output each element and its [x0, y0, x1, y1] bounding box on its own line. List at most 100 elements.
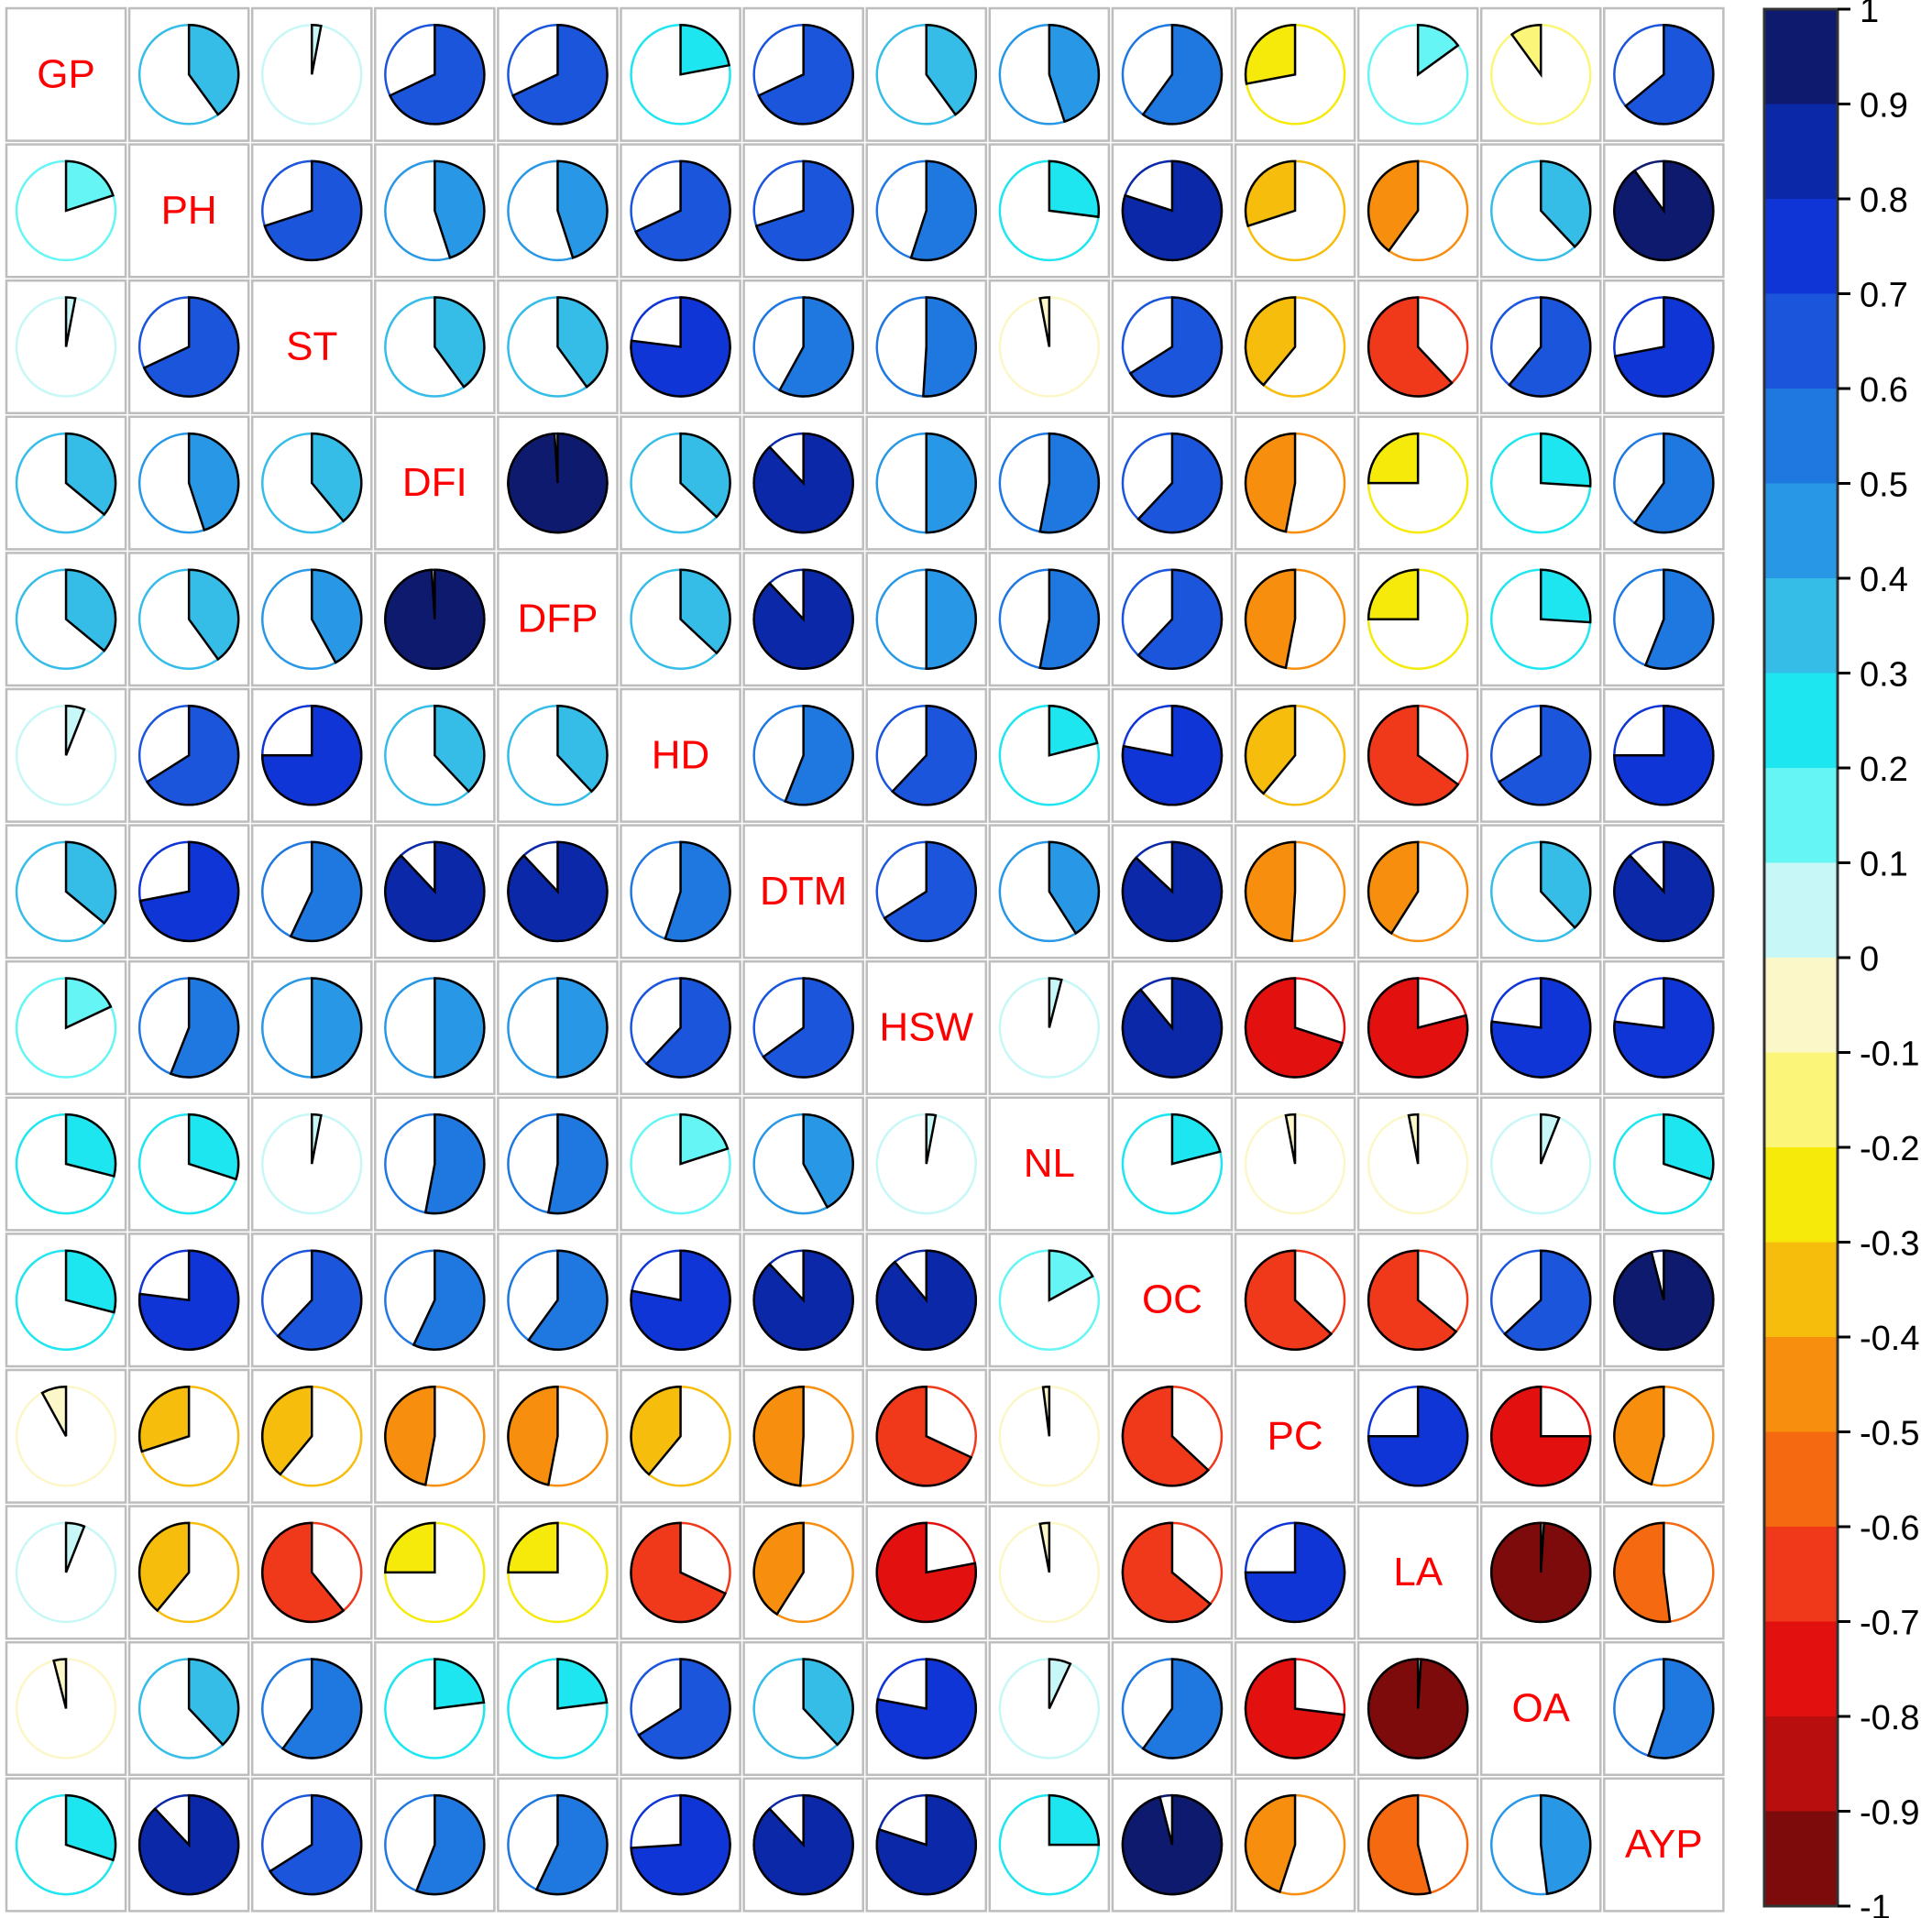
- pie-wedge: [1136, 568, 1224, 670]
- cell-ST-ST: ST: [250, 279, 373, 415]
- pie-wedge: [384, 1386, 436, 1486]
- cell-OC-DFP: [497, 1233, 619, 1368]
- cell-OC-HD: [620, 1233, 741, 1368]
- cell-GP-ST: [250, 6, 373, 142]
- pie-wedge: [630, 296, 731, 398]
- cell-OC-NL: [988, 1233, 1111, 1368]
- cell-PH-PH: PH: [127, 143, 250, 279]
- pie-wedge: [802, 1112, 854, 1210]
- cell-PC-AYP: [1603, 1368, 1725, 1504]
- cell-PC-GP: [5, 1368, 127, 1504]
- colorbar-segment: [1764, 1242, 1838, 1338]
- pie-wedge: [1613, 296, 1715, 398]
- pie-wedge: [679, 432, 731, 519]
- cell-GP-LA: [1356, 6, 1479, 142]
- cell-HD-GP: [5, 687, 127, 823]
- colorbar-tick-label: 1: [1860, 0, 1879, 30]
- cell-OA-DTM: [742, 1640, 864, 1777]
- cell-DFI-AYP: [1603, 415, 1725, 551]
- pie-wedge: [414, 1793, 486, 1896]
- pie-wedge: [909, 159, 977, 262]
- variable-label-DTM: DTM: [760, 869, 847, 914]
- cell-LA-HSW: [865, 1505, 988, 1640]
- pie-wedge: [875, 1249, 977, 1351]
- cell-OA-NL: [988, 1640, 1111, 1777]
- pie-wedge: [137, 1249, 240, 1351]
- cell-DTM-LA: [1356, 824, 1479, 959]
- pie-wedge: [64, 568, 117, 652]
- cell-frame: [1479, 1640, 1602, 1777]
- pie-wedge: [507, 432, 609, 534]
- pie-wedge: [1048, 24, 1101, 124]
- cell-HSW-DFI: [374, 959, 496, 1096]
- pie-wedge: [64, 705, 86, 756]
- pie-wedge: [1367, 1249, 1458, 1351]
- pie-wedge: [268, 1793, 363, 1896]
- pie-wedge: [679, 568, 731, 655]
- cell-AYP-ST: [250, 1777, 373, 1913]
- variable-label-OC: OC: [1142, 1277, 1202, 1322]
- cell-DTM-PC: [1234, 824, 1356, 959]
- cell-AYP-AYP: AYP: [1603, 1777, 1725, 1913]
- pie-wedge: [875, 1521, 977, 1624]
- pie-wedge: [777, 296, 854, 398]
- pie-wedge: [556, 296, 609, 389]
- pie-wedge: [1643, 568, 1715, 670]
- cell-PH-OA: [1479, 143, 1602, 279]
- colorbar-segment: [1764, 104, 1838, 200]
- cell-HSW-HSW: HSW: [865, 959, 988, 1096]
- pie-wedge: [556, 1658, 609, 1710]
- cell-frame: [988, 1096, 1111, 1232]
- cell-ST-HD: [620, 279, 741, 415]
- pie-wedge: [1613, 159, 1715, 262]
- pie-wedge: [1244, 296, 1297, 387]
- cell-DFP-DFP: DFP: [497, 552, 619, 687]
- cell-NL-PH: [127, 1096, 250, 1232]
- pie-wedge: [644, 977, 731, 1079]
- pie-wedge: [1048, 977, 1063, 1028]
- pie-wedge: [1121, 977, 1224, 1079]
- cell-HSW-AYP: [1603, 959, 1725, 1096]
- cell-NL-LA: [1356, 1096, 1479, 1232]
- pie-wedge: [1128, 296, 1224, 398]
- pie-wedge: [1367, 840, 1420, 936]
- pie-wedge: [434, 1658, 486, 1710]
- cell-OC-HSW: [865, 1233, 988, 1368]
- cell-DTM-HSW: [865, 824, 988, 959]
- variable-label-DFP: DFP: [517, 597, 598, 641]
- cell-NL-ST: [250, 1096, 373, 1232]
- cell-PH-DFI: [374, 143, 496, 279]
- cell-HSW-OA: [1479, 959, 1602, 1096]
- pie-wedge: [187, 432, 240, 532]
- cell-PH-ST: [250, 143, 373, 279]
- cell-HD-NL: [988, 687, 1111, 823]
- cell-LA-GP: [5, 1505, 127, 1640]
- pie-wedge: [52, 1658, 68, 1709]
- variable-label-LA: LA: [1393, 1550, 1443, 1595]
- pie-wedge: [1121, 159, 1224, 262]
- pie-wedge: [1038, 568, 1101, 670]
- pie-wedge: [1121, 840, 1224, 943]
- colorbar-tick-label: 0.8: [1860, 181, 1908, 220]
- cell-frame: [1356, 1505, 1479, 1640]
- cell-PC-ST: [250, 1368, 373, 1504]
- pie-wedge: [925, 24, 977, 116]
- pie-wedge: [1367, 705, 1460, 806]
- pie-wedge: [1048, 1658, 1072, 1710]
- pie-wedge: [1244, 705, 1297, 795]
- cell-GP-DTM: [742, 6, 864, 142]
- cell-PC-DFP: [497, 1368, 619, 1504]
- cell-HD-DFI: [374, 687, 496, 823]
- pie-wedge: [1048, 159, 1101, 219]
- pie-wedge: [752, 432, 854, 534]
- cell-DFP-NL: [988, 552, 1111, 687]
- cell-HSW-ST: [250, 959, 373, 1096]
- cell-OC-GP: [5, 1233, 127, 1368]
- pie-wedge: [1540, 840, 1592, 930]
- cell-PH-LA: [1356, 143, 1479, 279]
- cell-NL-DTM: [742, 1096, 864, 1232]
- pie-wedge: [1048, 705, 1099, 757]
- cell-DFI-NL: [988, 415, 1111, 551]
- cell-HSW-DTM: [742, 959, 864, 1096]
- cell-GP-OC: [1111, 6, 1234, 142]
